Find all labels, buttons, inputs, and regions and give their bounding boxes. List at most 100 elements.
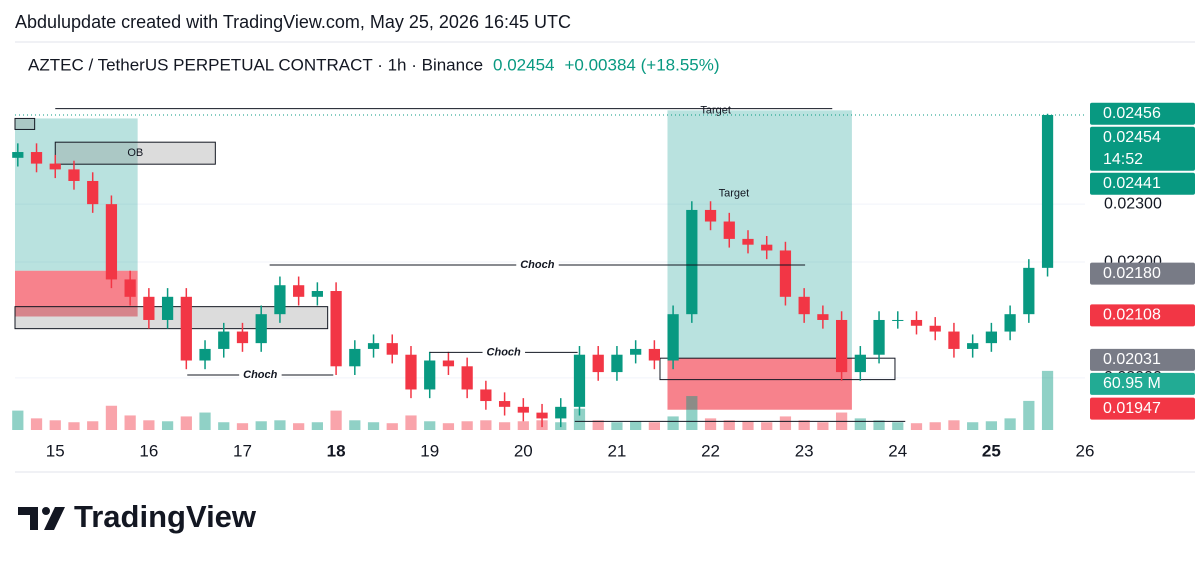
price-label-text: 60.95 M [1103,375,1161,392]
x-tick-label: 18 [327,441,346,460]
candle-body [461,366,473,390]
volume-bar [274,420,286,430]
candle-body [929,325,941,332]
candle-body [293,285,305,297]
candle-body [87,180,99,205]
x-tick-label: 15 [46,441,65,460]
x-tick-label: 16 [139,441,158,460]
level-label-group: Target [700,105,731,117]
candle-body [442,360,455,367]
price-label-bg [1090,304,1195,327]
volume-bar [667,416,679,430]
candle-body [742,238,754,245]
candle-body [255,314,267,344]
candle-body [330,291,342,367]
volume-bar [143,420,155,430]
price-label-bg [1090,348,1195,371]
candle-body [517,406,529,413]
volume-bar [592,420,604,430]
candle-body [386,343,398,355]
price-label-text: 0.02108 [1103,307,1161,324]
volume-bar [854,418,866,430]
volume-bar [985,421,998,430]
candle-body [143,296,155,320]
volume-bar [442,423,455,430]
price-label-bg [1090,126,1195,171]
price-label-text: 0.02031 [1103,351,1161,368]
volume-bar [1023,400,1035,430]
caption: Abdulupdate created with TradingView.com… [15,12,571,32]
volume-bar [1004,418,1016,430]
volume-bar [180,416,192,430]
candle-body [817,314,829,320]
candle-body [161,296,174,320]
volume-bar [967,422,979,430]
candle-body [274,285,286,315]
candle-body [686,209,698,315]
price-label: 0.02180 [1090,262,1195,285]
level-label-bg [516,258,559,271]
candle-body [779,250,792,297]
candle-body [873,319,885,355]
candle-body [985,331,998,344]
x-tick-label: 17 [233,441,252,460]
volume-bar [424,421,436,430]
volume-bar [124,415,136,430]
volume-bar [236,423,249,430]
level-label: Choch [487,346,522,358]
x-tick-label: 23 [795,441,814,460]
last-price: 0.02454 [493,55,554,74]
candle-body [105,204,118,280]
x-tick-label: 26 [1076,441,1095,460]
volume-bar [648,422,660,430]
overlay: 0.020000.022000.023001516171819202122232… [15,102,1195,460]
volume-bar [293,423,305,430]
brand-name: TradingView [74,499,257,534]
candle-body [573,354,586,407]
candle-body [1004,314,1016,332]
candle-body [667,314,679,361]
price-label-bg [1090,102,1195,125]
price-label-bg [1090,397,1195,420]
candle-body [12,152,24,158]
candle-body [68,169,80,181]
candle-body [948,331,960,349]
candle-body [761,244,773,251]
volume-bar [742,421,754,430]
zone [659,357,896,381]
volume-bar [929,422,941,430]
level-label-group: Choch [516,258,559,271]
candle-body [199,348,211,361]
volume-bar [517,421,529,430]
price-label: 0.02456 [1090,102,1195,125]
volume-bar [68,422,80,430]
x-tick-label: 22 [701,441,720,460]
volume-bar [349,420,361,430]
volume-bar [12,410,24,430]
volume-bar [199,412,211,430]
zone [15,118,138,271]
x-tick-label: 24 [888,441,907,460]
volume-bar [386,423,398,430]
x-tick-label: 21 [607,441,626,460]
annotation-text: Target [719,188,750,200]
candle-body [723,221,735,239]
candle-body [967,343,979,349]
price-label: 0.02441 [1090,172,1195,195]
volume-bar [611,422,623,430]
level-label-group: Choch [239,368,282,381]
candle-body [236,331,249,344]
price-label: 0.01947 [1090,397,1195,420]
volume-bar [723,420,735,430]
price-label: 0.02108 [1090,304,1195,327]
level-label-bg [482,346,526,359]
price-label: 60.95 M [1090,372,1195,395]
price-change: +0.00384 (+18.55%) [565,55,720,74]
volume-bar [49,420,61,430]
price-label: 0.02031 [1090,348,1195,371]
volume-bar [367,422,380,430]
zone [14,117,36,130]
price-label-bg [1090,172,1195,195]
